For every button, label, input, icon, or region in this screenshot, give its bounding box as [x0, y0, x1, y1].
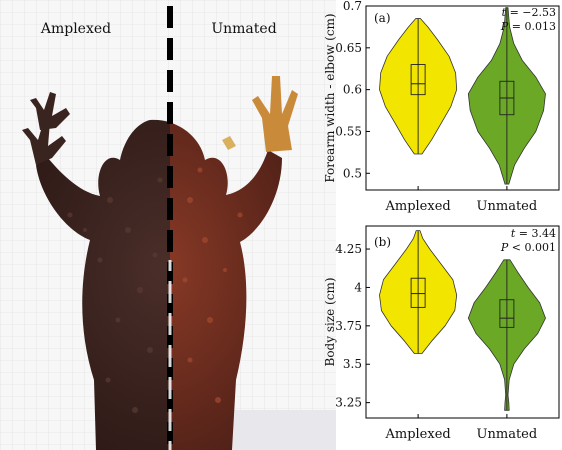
y-axis-label: Body size (cm) — [323, 277, 337, 366]
photo-label-unmated: Unmated — [211, 21, 276, 37]
x-category-label: Unmated — [477, 199, 538, 214]
chart-body-size: 3.25 3.5 3.75 4 4.25 Amplexed Unmated Body si… — [323, 225, 560, 442]
y-tick-label: 0.6 — [343, 83, 362, 97]
t-statistic: t = 3.44 — [511, 227, 556, 240]
chart-forearm-width: 0.5 0.55 0.6 0.65 0.7 Amplexed Unmated Forear… — [323, 0, 560, 214]
y-tick-label: 3.5 — [343, 357, 362, 371]
x-category-label: Amplexed — [384, 427, 450, 442]
violins — [379, 7, 546, 185]
y-tick-label: 0.7 — [343, 0, 362, 13]
y-tick-label: 4 — [354, 280, 362, 294]
plot-frame — [365, 225, 560, 419]
x-category-label: Amplexed — [384, 199, 450, 214]
photo-label-amplexed: Amplexed — [40, 21, 111, 37]
p-value: P < 0.001 — [500, 241, 556, 254]
x-category-label: Unmated — [477, 427, 538, 442]
y-tick-label: 3.25 — [335, 396, 362, 410]
unmated-toad — [170, 76, 298, 450]
t-statistic: t = −2.53 — [502, 6, 556, 19]
x-axis: Amplexed Unmated — [384, 186, 537, 214]
y-tick-label: 0.55 — [335, 124, 362, 138]
panel-label: (a) — [374, 11, 391, 25]
plot-frame — [365, 5, 560, 191]
violins — [379, 230, 546, 411]
y-tick-label: 4.25 — [335, 242, 362, 256]
y-axis: 0.5 0.55 0.6 0.65 0.7 — [335, 0, 370, 180]
y-axis-label: Forearm width - elbow (cm) — [323, 13, 337, 182]
iqr-box — [410, 277, 426, 308]
y-tick-label: 0.65 — [335, 41, 362, 55]
iqr-box — [410, 64, 426, 96]
y-tick-label: 3.75 — [335, 319, 362, 333]
toad-photo: Amplexed Unmated — [0, 0, 336, 450]
y-tick-label: 0.5 — [343, 166, 362, 180]
p-value: P = 0.013 — [500, 20, 556, 33]
x-axis: Amplexed Unmated — [384, 414, 537, 442]
y-axis: 3.25 3.5 3.75 4 4.25 — [335, 242, 370, 410]
iqr-box — [499, 299, 515, 328]
amplexed-toad — [22, 92, 170, 450]
panel-label: (b) — [374, 235, 391, 249]
